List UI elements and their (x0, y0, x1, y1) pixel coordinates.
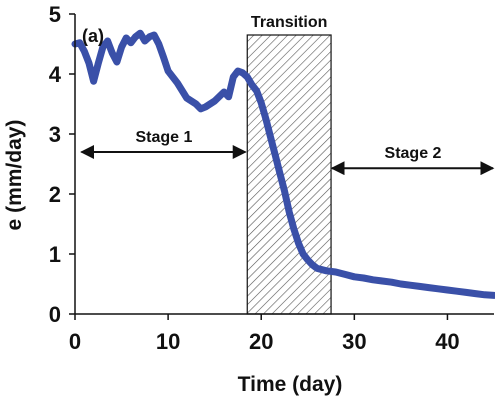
plot-area (71, 29, 495, 315)
stage1-label: Stage 1 (135, 129, 192, 146)
y-tick-label: 4 (49, 62, 62, 87)
panel-label: (a) (82, 26, 104, 46)
x-tick-label: 40 (435, 329, 459, 354)
series-line-1 (71, 29, 495, 299)
x-axis-title: Time (day) (238, 373, 343, 396)
axes (69, 13, 494, 320)
x-tick-label: 10 (156, 329, 180, 354)
x-tick-label: 30 (342, 329, 366, 354)
y-tick-label: 5 (49, 2, 61, 27)
y-tick-label: 3 (49, 122, 61, 147)
transition-label: Transition (251, 14, 327, 31)
x-tick-label: 20 (249, 329, 273, 354)
y-tick-label: 2 (49, 182, 61, 207)
stage2-label: Stage 2 (385, 145, 442, 162)
y-axis-title: e (mm/day) (3, 120, 26, 231)
y-tick-label: 0 (49, 302, 61, 327)
x-tick-label: 0 (69, 329, 81, 354)
y-tick-label: 1 (49, 242, 61, 267)
